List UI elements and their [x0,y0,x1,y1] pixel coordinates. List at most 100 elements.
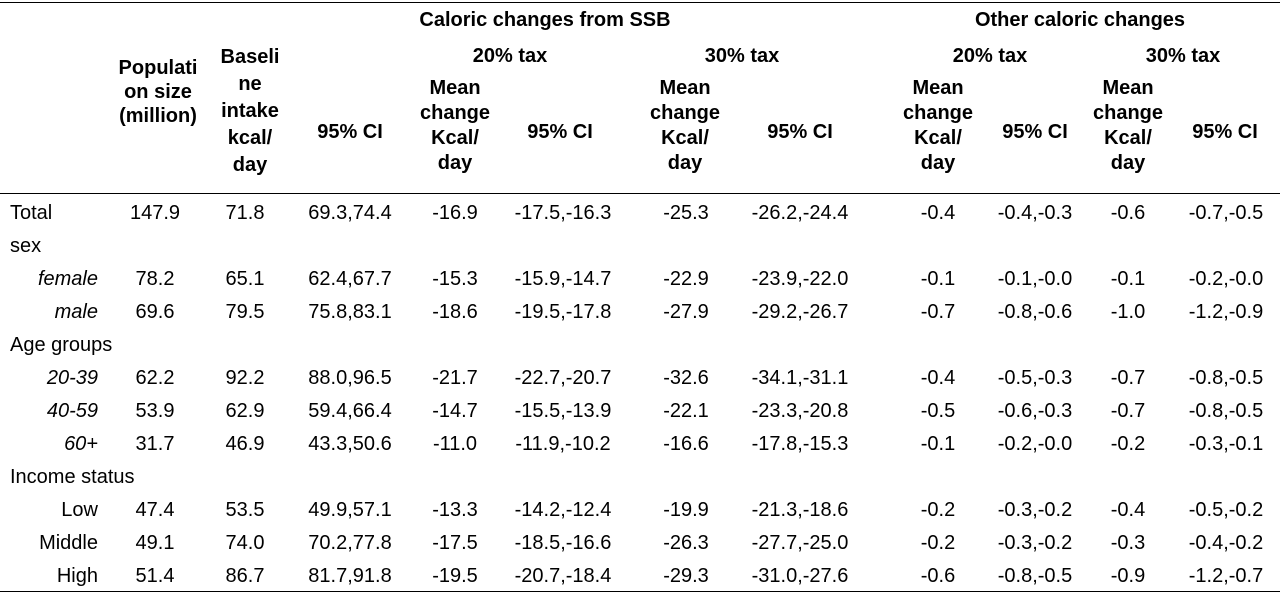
row-label: Middle [39,532,98,554]
cell-base-ci: 69.3,74.4 [308,202,392,224]
cell-base-ci: 59.4,66.4 [308,400,392,422]
cell-o20-ci: -0.8,-0.5 [997,565,1073,587]
cell-o30-ci: -0.7,-0.5 [1188,202,1264,224]
cell-s30: -19.9 [663,499,709,521]
cell-base-ci: 75.8,83.1 [308,301,392,323]
cell-s30-ci: -26.2,-24.4 [751,202,849,224]
table-top-rule [0,2,1280,3]
cell-o20: -0.5 [920,400,956,422]
row-label: sex [10,235,42,257]
cell-s30-ci: -27.7,-25.0 [751,532,849,554]
cell-pop: 47.4 [135,499,175,521]
cell-o20: -0.4 [920,202,956,224]
cell-o20-ci: -0.3,-0.2 [997,532,1073,554]
cell-o20: -0.6 [920,565,956,587]
row-label: 20-39 [46,367,98,389]
header-group-other: Other caloric changes [974,9,1186,31]
cell-base-ci: 49.9,57.1 [308,499,392,521]
cell-base-ci: 62.4,67.7 [308,268,392,290]
header-group-ssb: Caloric changes from SSB [419,9,671,31]
header-ssb-tax30: 30% tax [704,45,780,67]
header-baseline-ci: 95% CI [317,121,383,143]
cell-base: 71.8 [225,202,265,224]
cell-base: 74.0 [225,532,265,554]
cell-base: 46.9 [225,433,265,455]
cell-o30-ci: -0.3,-0.1 [1188,433,1264,455]
cell-s30: -26.3 [663,532,709,554]
cell-s20: -11.0 [432,433,478,455]
cell-base-ci: 43.3,50.6 [308,433,392,455]
cell-base: 53.5 [225,499,265,521]
cell-base: 79.5 [225,301,265,323]
cell-o20: -0.2 [920,499,956,521]
row-label: 40-59 [46,400,98,422]
cell-o20-ci: -0.4,-0.3 [997,202,1073,224]
header-bottom-rule [0,193,1280,194]
cell-o20-ci: -0.3,-0.2 [997,499,1073,521]
cell-o30: -1.0 [1110,301,1146,323]
cell-o20: -0.4 [920,367,956,389]
cell-o20-ci: -0.1,-0.0 [997,268,1073,290]
cell-s20-ci: -18.5,-16.6 [514,532,612,554]
cell-s20: -18.6 [432,301,478,323]
cell-s30: -22.1 [663,400,709,422]
cell-s30: -29.3 [663,565,709,587]
cell-s20: -19.5 [432,565,478,587]
row-label: Total [10,202,53,224]
cell-s30-ci: -17.8,-15.3 [751,433,849,455]
cell-base: 62.9 [225,400,265,422]
cell-s30: -16.6 [663,433,709,455]
cell-s20: -17.5 [432,532,478,554]
cell-s20: -21.7 [432,367,478,389]
cell-s30-ci: -23.3,-20.8 [751,400,849,422]
cell-o30: -0.3 [1110,532,1146,554]
cell-o30-ci: -0.2,-0.0 [1188,268,1264,290]
cell-s20-ci: -22.7,-20.7 [514,367,612,389]
cell-pop: 51.4 [135,565,175,587]
header-ssb20-mean-change: Mean change Kcal/ day [419,77,491,174]
cell-s30-ci: -34.1,-31.1 [751,367,849,389]
header-other-tax30: 30% tax [1145,45,1221,67]
cell-o30-ci: -1.2,-0.7 [1188,565,1264,587]
row-label: Age groups [10,334,113,356]
cell-base-ci: 81.7,91.8 [308,565,392,587]
cell-o20-ci: -0.8,-0.6 [997,301,1073,323]
cell-s20: -14.7 [432,400,478,422]
cell-o30: -0.1 [1110,268,1146,290]
cell-s30: -25.3 [663,202,709,224]
row-label: 60+ [64,433,98,455]
cell-s30-ci: -23.9,-22.0 [751,268,849,290]
header-ssb30-ci: 95% CI [767,121,833,143]
row-label: female [37,268,98,290]
cell-o30: -0.4 [1110,499,1146,521]
cell-base: 92.2 [225,367,265,389]
header-other30-mean-change: Mean change Kcal/ day [1092,77,1164,174]
row-label: Low [61,499,98,521]
cell-pop: 69.6 [135,301,175,323]
cell-base-ci: 70.2,77.8 [308,532,392,554]
cell-pop: 31.7 [135,433,175,455]
cell-s20-ci: -20.7,-18.4 [514,565,612,587]
header-ssb-tax20: 20% tax [472,45,548,67]
cell-s20-ci: -15.5,-13.9 [514,400,612,422]
cell-pop: 147.9 [129,202,181,224]
cell-o30-ci: -0.8,-0.5 [1188,367,1264,389]
row-label: male [54,301,98,323]
cell-o20-ci: -0.2,-0.0 [997,433,1073,455]
header-other20-mean-change: Mean change Kcal/ day [902,77,974,174]
cell-s30: -22.9 [663,268,709,290]
cell-o30: -0.6 [1110,202,1146,224]
cell-pop: 49.1 [135,532,175,554]
cell-o30: -0.7 [1110,400,1146,422]
cell-o20: -0.7 [920,301,956,323]
cell-o30-ci: -1.2,-0.9 [1188,301,1264,323]
cell-o20: -0.1 [920,433,956,455]
cell-pop: 78.2 [135,268,175,290]
cell-o30: -0.7 [1110,367,1146,389]
cell-pop: 53.9 [135,400,175,422]
header-ssb30-mean-change: Mean change Kcal/ day [649,77,721,174]
cell-s30: -32.6 [663,367,709,389]
header-baseline-intake: Baseli ne intake kcal/ day [220,46,280,176]
cell-o30-ci: -0.5,-0.2 [1188,499,1264,521]
